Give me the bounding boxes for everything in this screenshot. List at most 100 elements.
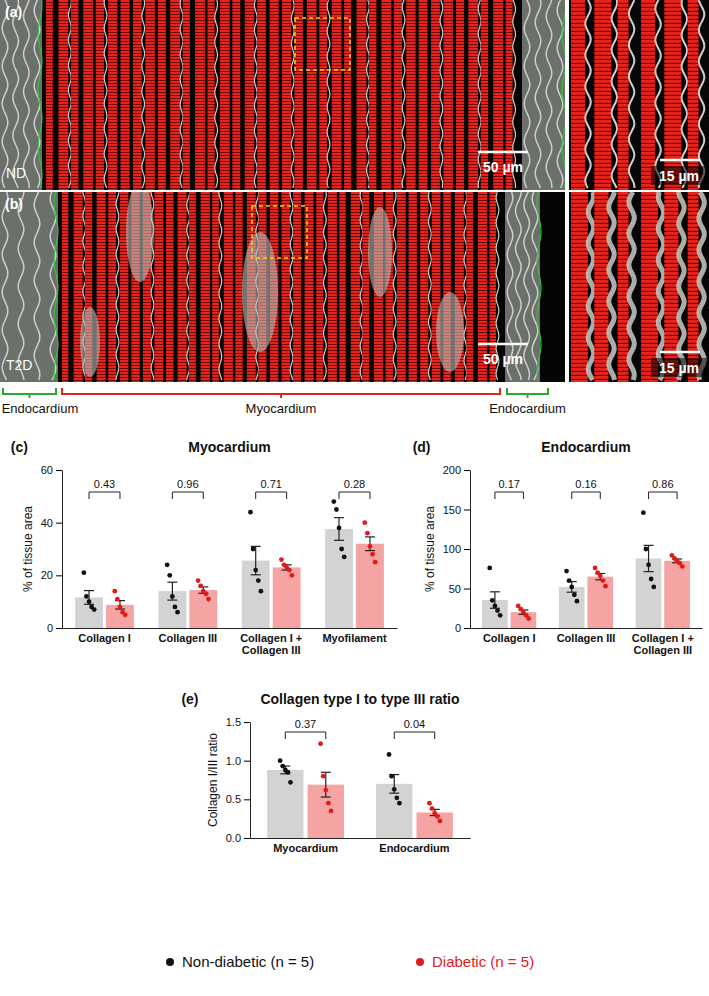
myocyte-zoom [641,0,655,190]
myocyte [431,0,440,190]
collagen-fiber [254,0,257,188]
p-value: 0.96 [177,478,198,490]
data-point [251,547,256,552]
label-line: Collagen III [242,644,301,656]
x-axis-line [251,838,471,839]
zoom-scale-bar [660,159,700,162]
y-axis-line [62,471,63,629]
data-point [256,578,261,583]
collagen-fiber [629,192,634,380]
significance-bracket [285,732,325,739]
myocyte [357,0,367,190]
group-label: T2D [6,357,32,373]
label-backing [651,358,707,377]
significance-bracket [495,492,524,499]
collagen-fiber [524,192,530,380]
y-tick-mark [244,838,250,839]
y-tick-label: 0 [47,622,53,634]
myocyte-zoom [618,192,629,382]
collagen-deposit [368,207,392,297]
p-value: 0.04 [404,718,425,730]
significance-bracket [572,492,601,499]
data-point [165,562,170,567]
bar [416,812,452,838]
x-axis-line [63,628,398,629]
myocyte [108,192,116,382]
micrograph-panel: 50 µm(b)T2D15 µm [0,182,709,382]
myocyte [245,0,255,190]
data-point [600,578,605,583]
y-tick: 100 [443,543,470,555]
data-point [646,562,651,567]
endocardium-edge [38,0,42,188]
legend-item: Non-diabetic (n = 5) [166,953,314,970]
scale-bar-label: 50 µm [483,351,523,367]
error-bar-cap [644,545,654,546]
data-point [196,578,201,583]
significance-bracket [256,492,287,499]
data-point [490,598,495,603]
y-tick: 0.5 [226,793,250,805]
myocyte [71,0,79,190]
myocyte [456,0,464,190]
myocyte [332,0,342,190]
myocyte [420,192,428,382]
myocyte [468,0,478,190]
data-point [526,616,531,621]
y-tick-mark [464,549,470,550]
legend-item: Diabetic (n = 5) [416,953,534,970]
collagen-fiber [68,0,71,188]
x-tick: Endocardium [379,842,450,854]
zoom-box [252,206,307,258]
myocyte [46,0,53,190]
y-tick-mark [56,470,62,471]
myocyte [83,0,93,190]
data-point [115,597,120,602]
error-bar-cap [167,582,177,583]
error-bar-cap [167,599,177,600]
y-tick-label: 50 [449,583,461,595]
x-tick: Collagen I [78,632,131,644]
data-point [493,603,498,608]
annotations: 0.170.160.86 [495,478,677,499]
y-tick-mark [56,575,62,576]
myocyte [166,192,173,382]
myocyte [443,0,452,190]
data-point [498,613,503,618]
x-tick: Myocardium [273,842,338,854]
error-bar [84,591,94,605]
error-bar-cap [365,550,375,551]
data-point [258,589,263,594]
x-axis: Collagen ICollagen IIICollagen I +Collag… [63,629,398,657]
data-point [641,510,646,515]
collagen-fiber [290,192,293,380]
label-line: Collagen I [483,632,536,644]
endocardium-tissue [0,192,58,382]
error-bar-cap [251,574,261,575]
x-tick-label: Myocardium [273,842,338,854]
data-point [365,531,370,536]
data-point [337,526,342,531]
collagen-fiber [464,192,467,380]
data-point [253,568,258,573]
zoom-scale-bar [660,351,700,354]
myocyte-zoom [571,0,585,190]
data-point [279,557,284,562]
x-tick-label: Endocardium [379,842,450,854]
error-bar [389,775,399,794]
data-point [321,774,326,779]
significance-bracket [649,492,678,499]
panel-letter: (b) [5,196,23,212]
y-tick-mark [244,761,250,762]
collagen-fiber [50,192,56,380]
myocyte-zoom [664,0,681,190]
y-tick: 0 [455,622,470,634]
bar [189,590,217,628]
error-bar-cap [321,796,331,797]
data-point [334,507,339,512]
legend-label: Non-diabetic (n = 5) [182,953,314,970]
significance-bracket [394,732,434,739]
myocyte [362,192,369,382]
chart-title: Myocardium [188,439,270,455]
myocyte [316,192,323,382]
